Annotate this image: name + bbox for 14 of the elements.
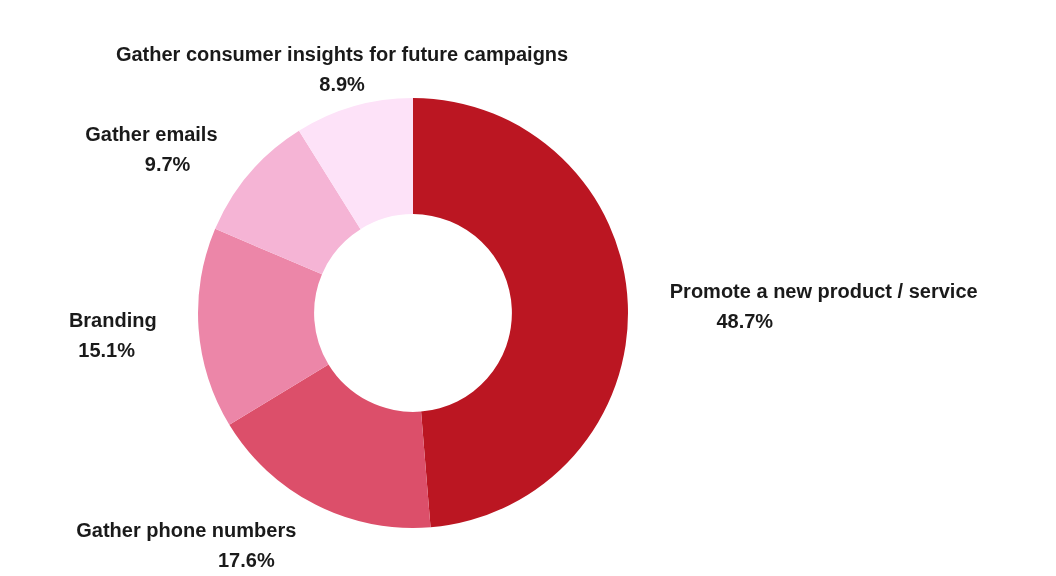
donut-slice [298,98,413,230]
data-label: 15.1% [78,338,136,361]
donut-slice [413,98,628,528]
donut-slice [198,228,329,425]
data-label: 17.6% [217,549,275,572]
slice-label: Gather emails [85,123,218,146]
slice-label: Promote a new product / service [669,279,978,302]
slice-label: Gather phone numbers [76,519,297,542]
data-label: 9.7% [144,153,191,176]
donut-slice [215,130,361,275]
data-label: 8.9% [319,73,366,96]
slice-label: Gather consumer insights for future campaigns [115,43,569,66]
slice-label: Branding [68,308,157,331]
data-label: 48.7% [716,309,774,332]
